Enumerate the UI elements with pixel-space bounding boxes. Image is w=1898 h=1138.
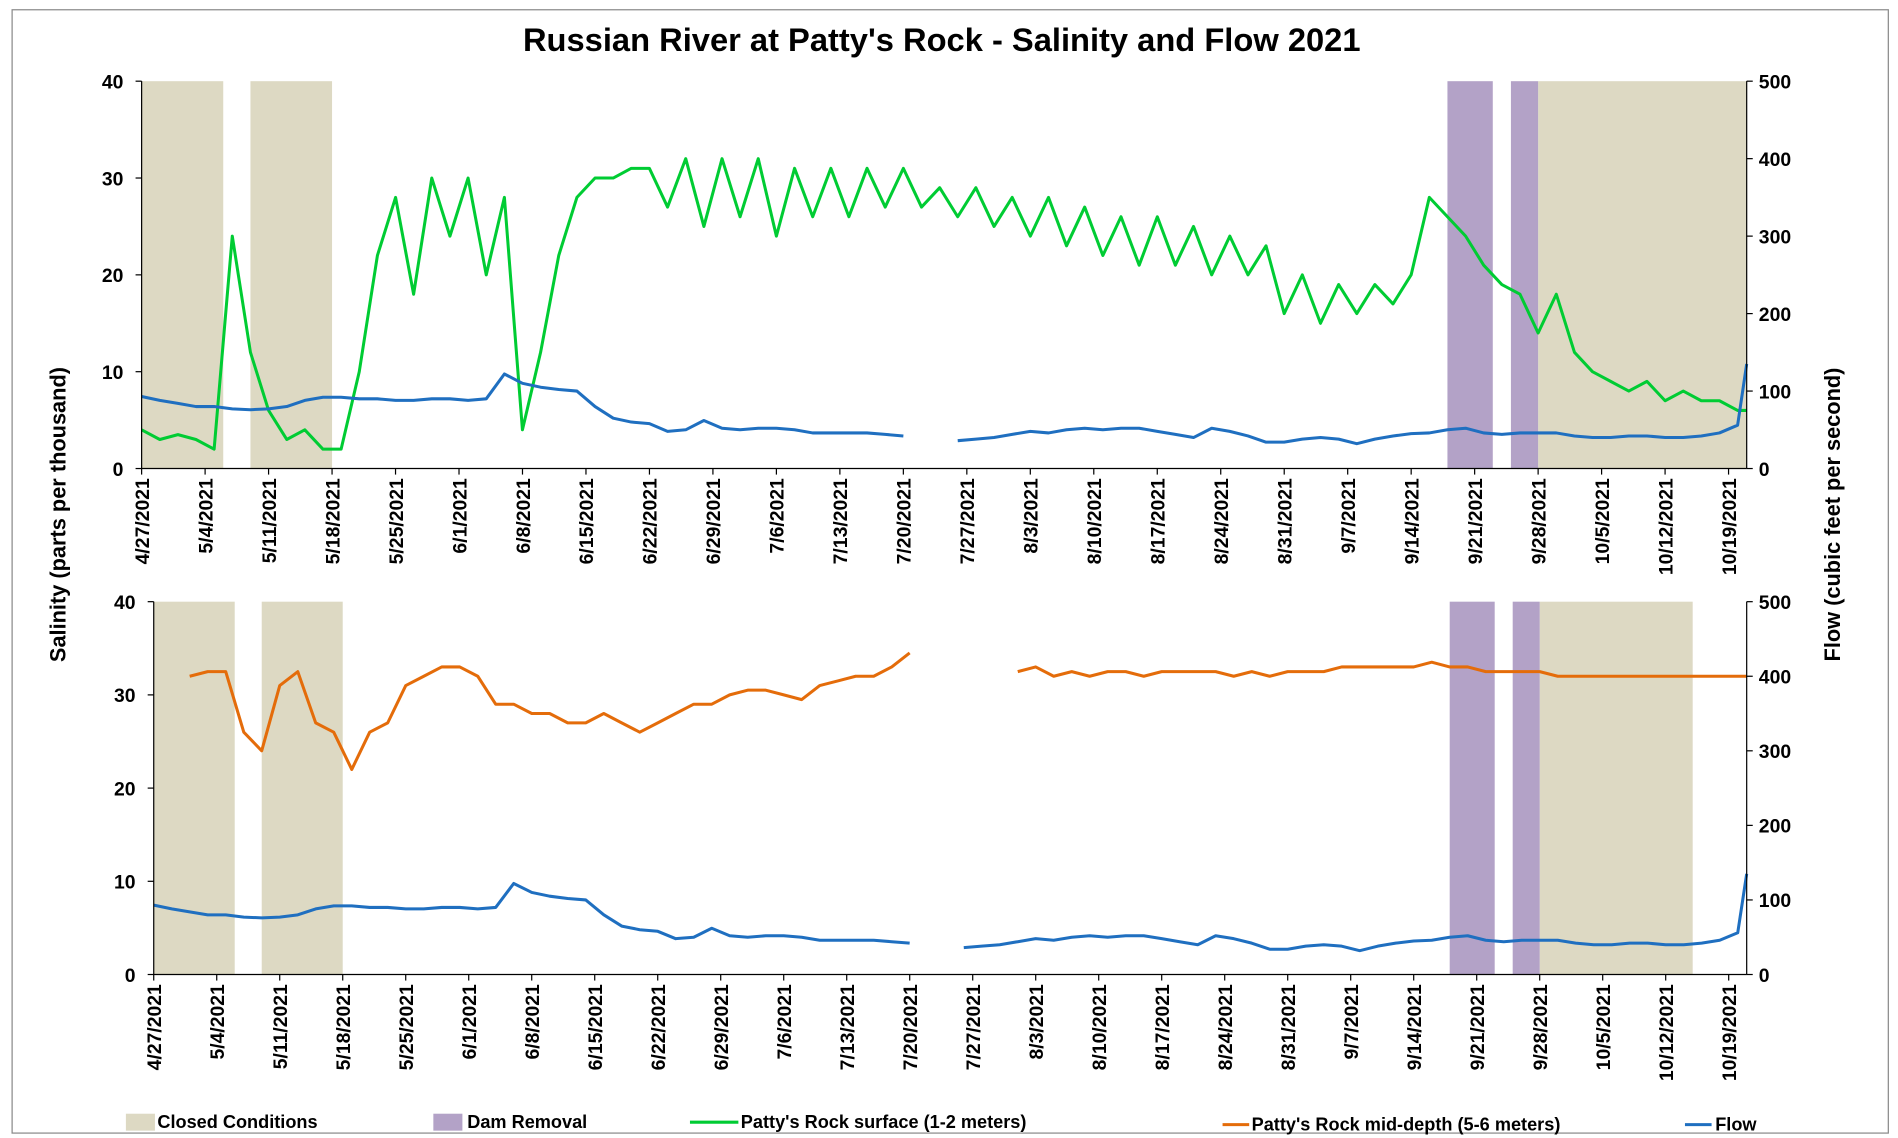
y2-tick-label: 0 <box>1759 965 1770 987</box>
y-tick-label: 0 <box>113 459 124 481</box>
shaded-period <box>1539 601 1693 975</box>
x-tick-label: 8/31/2021 <box>1274 478 1296 564</box>
y-tick-label: 20 <box>114 778 136 800</box>
x-tick-label: 6/1/2021 <box>459 984 481 1060</box>
shaded-period <box>1512 601 1540 975</box>
legend-swatch <box>125 1113 155 1131</box>
y2-tick-label: 300 <box>1759 226 1791 248</box>
x-tick-label: 8/31/2021 <box>1278 984 1300 1070</box>
x-tick-label: 6/1/2021 <box>449 478 471 554</box>
y2-tick-label: 500 <box>1759 71 1791 93</box>
y2-tick-label: 100 <box>1759 381 1791 403</box>
x-tick-label: 9/7/2021 <box>1341 984 1363 1060</box>
x-tick-label: 6/15/2021 <box>576 478 598 564</box>
x-tick-label: 9/21/2021 <box>1465 478 1487 564</box>
y2-tick-label: 100 <box>1759 890 1791 912</box>
y2-axis-label: Flow (cubic feet per second) <box>1820 368 1845 662</box>
x-tick-label: 10/12/2021 <box>1656 984 1678 1081</box>
x-tick-label: 6/8/2021 <box>513 478 535 554</box>
legend-label: Patty's Rock surface (1-2 meters) <box>741 1112 1027 1132</box>
x-tick-label: 8/3/2021 <box>1021 478 1043 554</box>
y-tick-label: 10 <box>102 362 124 384</box>
shaded-period <box>153 601 235 975</box>
x-tick-label: 7/6/2021 <box>767 478 789 554</box>
y2-tick-label: 200 <box>1759 304 1791 326</box>
x-tick-label: 8/10/2021 <box>1089 984 1111 1070</box>
x-tick-label: 10/19/2021 <box>1719 984 1741 1081</box>
y2-tick-label: 300 <box>1759 741 1791 763</box>
x-tick-label: 9/14/2021 <box>1401 478 1423 564</box>
y-tick-label: 20 <box>102 265 124 287</box>
x-tick-label: 6/15/2021 <box>585 984 607 1070</box>
y-tick-label: 40 <box>114 592 136 614</box>
data-line <box>189 651 1747 771</box>
shaded-period <box>141 81 224 469</box>
x-tick-label: 9/14/2021 <box>1404 984 1426 1070</box>
y-tick-label: 0 <box>125 965 136 987</box>
legend-label: Dam Removal <box>467 1112 587 1132</box>
x-tick-label: 8/17/2021 <box>1152 984 1174 1070</box>
x-tick-label: 5/11/2021 <box>259 478 281 563</box>
legend-label: Patty's Rock mid-depth (5-6 meters) <box>1252 1115 1561 1135</box>
x-tick-label: 9/7/2021 <box>1338 478 1360 554</box>
x-tick-label: 8/3/2021 <box>1026 984 1048 1060</box>
x-tick-label: 4/27/2021 <box>132 478 154 564</box>
x-tick-label: 7/27/2021 <box>963 984 985 1070</box>
x-tick-label: 7/13/2021 <box>837 984 859 1070</box>
x-tick-label: 6/29/2021 <box>703 478 725 564</box>
x-tick-label: 5/11/2021 <box>270 984 292 1069</box>
x-tick-label: 10/12/2021 <box>1655 478 1677 575</box>
x-tick-label: 7/27/2021 <box>957 478 979 564</box>
chart-title: Russian River at Patty's Rock - Salinity… <box>523 21 1361 58</box>
x-tick-label: 7/20/2021 <box>900 984 922 1070</box>
x-tick-label: 10/5/2021 <box>1593 984 1615 1070</box>
x-tick-label: 7/13/2021 <box>830 478 852 564</box>
y-tick-label: 10 <box>114 872 136 894</box>
x-tick-label: 6/29/2021 <box>711 984 733 1070</box>
x-tick-label: 5/18/2021 <box>333 984 355 1070</box>
x-tick-label: 9/21/2021 <box>1467 984 1489 1070</box>
x-tick-label: 5/25/2021 <box>396 984 418 1070</box>
y2-tick-label: 0 <box>1759 459 1770 481</box>
x-tick-label: 8/24/2021 <box>1215 984 1237 1070</box>
shaded-period <box>1449 601 1495 975</box>
y2-tick-label: 500 <box>1759 592 1791 614</box>
x-tick-label: 9/28/2021 <box>1530 984 1552 1070</box>
legend-swatch <box>433 1113 463 1131</box>
shaded-period <box>1510 81 1539 469</box>
x-tick-label: 7/6/2021 <box>774 984 796 1060</box>
x-tick-label: 6/22/2021 <box>648 984 670 1070</box>
legend-label: Flow <box>1715 1115 1757 1135</box>
shaded-period <box>1447 81 1493 469</box>
x-tick-label: 5/4/2021 <box>207 984 229 1060</box>
data-line <box>153 873 1749 953</box>
x-tick-label: 5/25/2021 <box>386 478 408 564</box>
y-axis-label: Salinity (parts per thousand) <box>45 367 70 662</box>
data-line <box>141 363 1749 446</box>
x-tick-label: 9/28/2021 <box>1528 478 1550 564</box>
x-tick-label: 4/27/2021 <box>144 984 166 1070</box>
x-tick-label: 5/18/2021 <box>322 478 344 564</box>
x-tick-label: 6/8/2021 <box>522 984 544 1060</box>
x-tick-label: 10/5/2021 <box>1592 478 1614 564</box>
x-tick-label: 8/17/2021 <box>1148 478 1170 564</box>
y-tick-label: 30 <box>114 685 136 707</box>
y2-tick-label: 400 <box>1759 149 1791 171</box>
data-line <box>140 157 1747 451</box>
x-tick-label: 10/19/2021 <box>1719 478 1741 575</box>
y2-tick-label: 400 <box>1759 667 1791 689</box>
x-tick-label: 5/4/2021 <box>195 478 217 554</box>
x-tick-label: 7/20/2021 <box>894 478 916 564</box>
x-tick-label: 8/24/2021 <box>1211 478 1233 564</box>
x-tick-label: 6/22/2021 <box>640 478 662 564</box>
y-tick-label: 40 <box>102 71 124 93</box>
legend-label: Closed Conditions <box>157 1112 317 1132</box>
shaded-period <box>1538 81 1747 469</box>
x-tick-label: 8/10/2021 <box>1084 478 1106 564</box>
y2-tick-label: 200 <box>1759 816 1791 838</box>
y-tick-label: 30 <box>102 168 124 190</box>
